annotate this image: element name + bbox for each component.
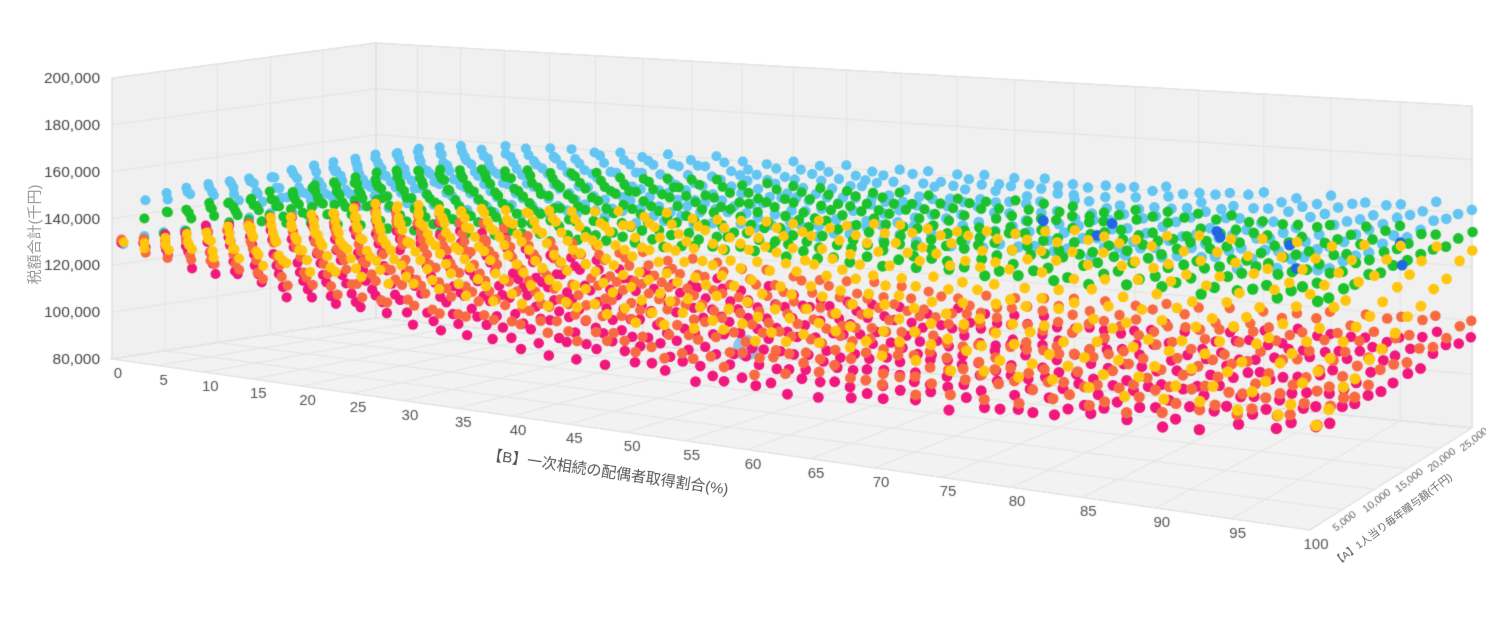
y-axis-title: 税額合計(千円) — [26, 184, 44, 285]
